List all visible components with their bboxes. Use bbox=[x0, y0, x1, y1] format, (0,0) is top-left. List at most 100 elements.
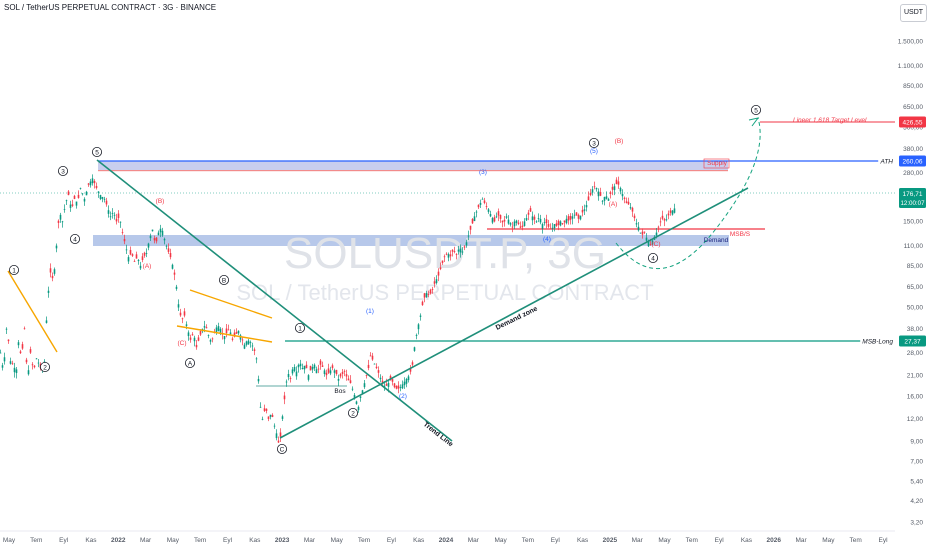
candle-body bbox=[665, 219, 668, 221]
price-tag-name-1: ATH bbox=[879, 158, 893, 165]
candle-body bbox=[287, 374, 290, 378]
candle-body bbox=[291, 369, 294, 374]
annotation-22: (C) bbox=[651, 241, 660, 248]
candle-body bbox=[667, 213, 670, 216]
candle-body bbox=[257, 378, 260, 382]
candle-body bbox=[179, 312, 182, 316]
candle-body bbox=[161, 230, 164, 236]
candle-body bbox=[49, 268, 52, 273]
candle-body bbox=[469, 225, 472, 230]
x-tick-label-23: Mar bbox=[632, 537, 644, 544]
candle-body bbox=[509, 223, 512, 225]
candle-body bbox=[429, 289, 432, 294]
candle-body bbox=[137, 260, 140, 262]
candle-body bbox=[131, 254, 134, 256]
candle-body bbox=[163, 238, 166, 241]
candle-body bbox=[113, 214, 116, 216]
candle-body bbox=[337, 378, 340, 381]
candle-body bbox=[0, 352, 2, 354]
candle-body bbox=[11, 363, 14, 365]
candle-body bbox=[551, 227, 554, 229]
candle-body bbox=[273, 425, 276, 427]
candle-body bbox=[95, 185, 98, 188]
candle-body bbox=[445, 253, 448, 255]
candle-body bbox=[13, 367, 16, 373]
x-tick-label-5: Mar bbox=[140, 537, 152, 544]
y-tick-label-10: 50,00 bbox=[907, 305, 924, 312]
candle-body bbox=[355, 401, 358, 404]
candle-body bbox=[305, 364, 308, 369]
candle-body bbox=[643, 231, 646, 233]
candle-body bbox=[611, 186, 614, 190]
candle-body bbox=[563, 220, 566, 223]
x-tick-label-11: Mar bbox=[304, 537, 316, 544]
candle-body bbox=[593, 186, 596, 188]
candle-body bbox=[65, 200, 68, 202]
candle-body bbox=[289, 378, 292, 379]
x-tick-label-6: May bbox=[167, 537, 180, 544]
candle-body bbox=[105, 200, 108, 205]
x-tick-label-19: Tem bbox=[522, 537, 534, 544]
price-tag-MSB-Long bbox=[899, 335, 926, 347]
candle-body bbox=[67, 191, 70, 196]
candle-body bbox=[217, 326, 220, 331]
currency-unit-button[interactable]: USDT bbox=[900, 4, 927, 22]
candle-body bbox=[647, 241, 650, 247]
candle-body bbox=[661, 215, 664, 219]
candle-body bbox=[497, 211, 500, 216]
candle-body bbox=[543, 222, 546, 224]
candle-body bbox=[309, 365, 312, 371]
candle-body bbox=[367, 364, 370, 369]
candle-body bbox=[111, 213, 114, 214]
candle-body bbox=[207, 335, 210, 337]
candle-body bbox=[239, 335, 242, 340]
candle-body bbox=[431, 289, 434, 290]
x-tick-label-28: 2026 bbox=[767, 537, 782, 544]
price-tag-value-0: 426,55 bbox=[903, 120, 923, 127]
candle-body bbox=[609, 192, 612, 194]
candle-body bbox=[613, 186, 616, 191]
candle-body bbox=[267, 416, 270, 419]
candle-body bbox=[99, 195, 102, 200]
trend-line-label: Trend Line bbox=[422, 421, 454, 448]
annotation-20: (B) bbox=[615, 138, 624, 145]
x-tick-label-8: Eyl bbox=[223, 537, 233, 544]
candle-body bbox=[31, 364, 34, 366]
candle-body bbox=[133, 261, 136, 262]
candle-body bbox=[245, 341, 248, 345]
annotation-27: Demand bbox=[704, 237, 729, 244]
candle-body bbox=[19, 351, 22, 354]
candle-body bbox=[361, 390, 364, 394]
candle-body bbox=[57, 220, 60, 223]
candle-body bbox=[443, 256, 446, 258]
y-tick-label-2: 5,40 bbox=[910, 479, 923, 486]
y-tick-label-17: 380,00 bbox=[903, 146, 923, 153]
candle-body bbox=[589, 192, 592, 196]
candle-body bbox=[79, 187, 82, 189]
candle-body bbox=[269, 414, 272, 417]
candle-body bbox=[627, 201, 630, 205]
wave-label-18: 3 bbox=[592, 140, 596, 147]
candle-body bbox=[535, 221, 538, 223]
candle-body bbox=[91, 178, 94, 184]
annotation-21: (A) bbox=[609, 201, 618, 208]
candle-body bbox=[449, 254, 452, 257]
candle-body bbox=[545, 219, 548, 224]
candle-body bbox=[155, 237, 158, 242]
x-tick-label-0: May bbox=[3, 537, 16, 544]
candle-body bbox=[413, 347, 416, 351]
candle-body bbox=[109, 216, 112, 218]
candle-body bbox=[629, 207, 632, 209]
candle-body bbox=[373, 363, 376, 365]
candle-body bbox=[231, 338, 234, 340]
candle-body bbox=[195, 344, 198, 348]
x-tick-label-20: Eyl bbox=[551, 537, 561, 544]
candle-body bbox=[571, 216, 574, 219]
candle-body bbox=[283, 395, 286, 400]
candle-body bbox=[419, 315, 422, 317]
annotation-15: Bos bbox=[334, 388, 346, 395]
wave-label-2: 3 bbox=[61, 168, 65, 175]
chart-title: SOL / TetherUS PERPETUAL CONTRACT · 3G ·… bbox=[4, 3, 217, 12]
x-tick-label-32: Eyl bbox=[878, 537, 888, 544]
